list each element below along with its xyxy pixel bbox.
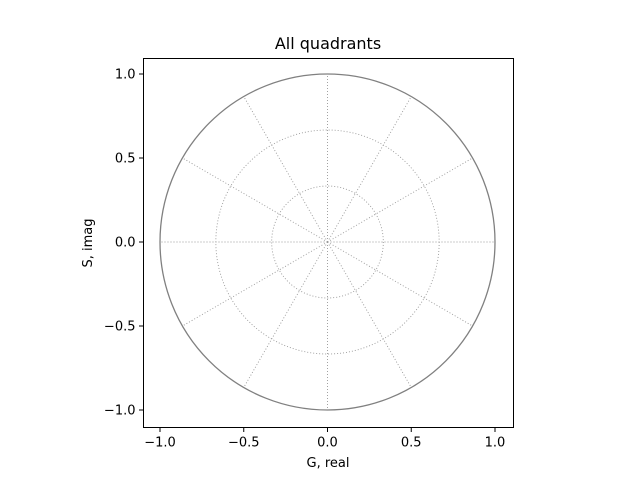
x-axis-label: G, real: [307, 456, 350, 471]
plot-area: [143, 58, 514, 428]
grid-spoke-60: [327, 96, 412, 243]
y-tick-label: −1.0: [104, 404, 136, 419]
y-tick-label: 1.0: [115, 68, 136, 83]
x-tick-label: −1.0: [144, 436, 176, 451]
tick-layer: −1.0 −0.5 0.0 0.5 1.0 −1.0 −0.5 0.0 0.5 1.0: [104, 68, 505, 451]
y-tick-label: 0.0: [115, 236, 136, 251]
grid-spoke-30: [327, 157, 473, 243]
x-tick-label: 0.5: [401, 436, 422, 451]
unit-circle: [159, 73, 496, 411]
grid-spoke-300: [327, 241, 412, 388]
y-tick-label: 0.5: [115, 152, 136, 167]
x-tick-label: −0.5: [228, 436, 260, 451]
unit-circle-layer: [159, 73, 496, 411]
grid-layer: [160, 74, 495, 410]
x-tick-label: 0.0: [317, 436, 338, 451]
grid-spoke-330: [327, 241, 473, 327]
x-tick-label: 1.0: [485, 436, 506, 451]
chart-title: All quadrants: [275, 34, 381, 53]
y-tick-label: −0.5: [104, 320, 136, 335]
grid-spoke-210: [182, 241, 328, 327]
grid-spoke-120: [243, 96, 328, 243]
grid-spoke-240: [243, 241, 328, 388]
grid-circle-1: [271, 185, 384, 299]
y-axis-label: S, imag: [81, 218, 96, 267]
grid-spoke-150: [182, 157, 328, 243]
